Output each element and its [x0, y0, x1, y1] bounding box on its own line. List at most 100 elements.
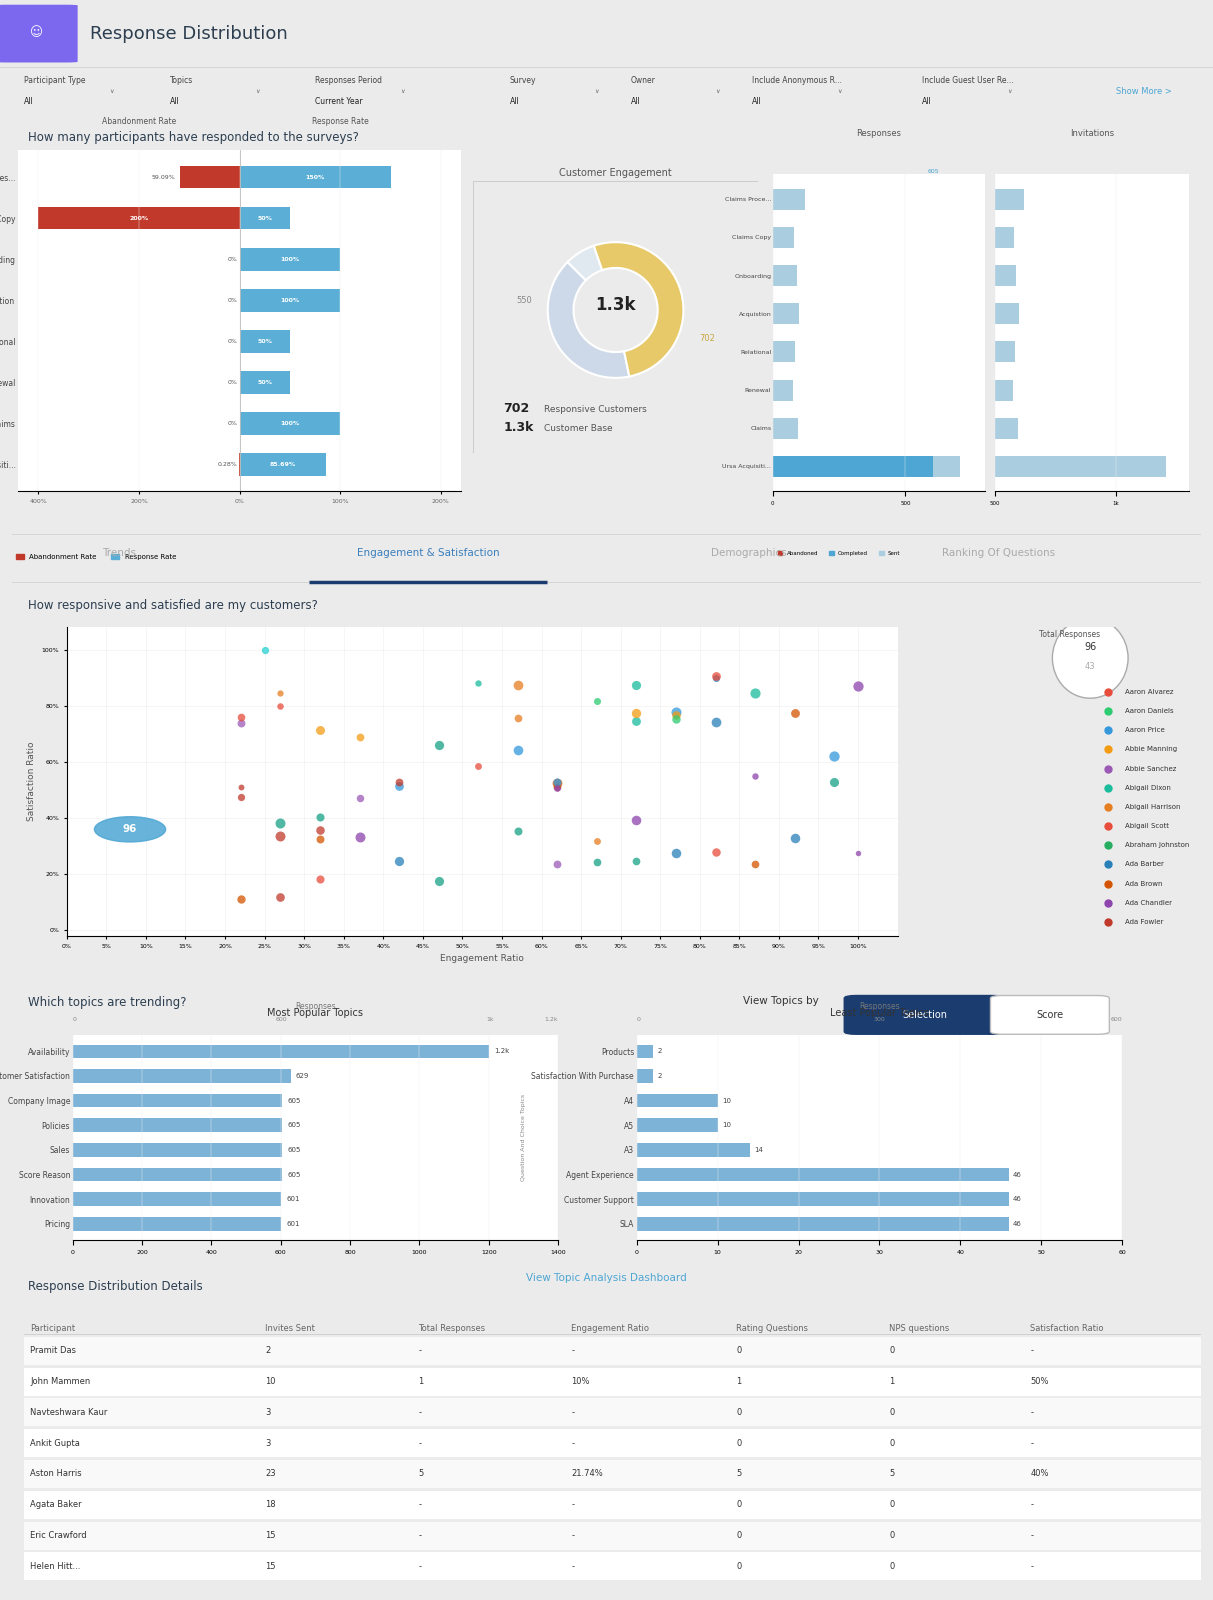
Text: Ada Brown: Ada Brown [1126, 880, 1163, 886]
Text: 605: 605 [287, 1171, 301, 1178]
FancyBboxPatch shape [24, 1491, 1201, 1518]
Bar [995, 456, 1166, 477]
Text: Aston Harris: Aston Harris [30, 1469, 81, 1478]
Bar [73, 1045, 489, 1058]
Text: Ada Barber: Ada Barber [1126, 861, 1164, 867]
Text: Pramit Das: Pramit Das [30, 1346, 76, 1355]
Text: -: - [418, 1501, 421, 1509]
Text: 46: 46 [1013, 1221, 1021, 1227]
FancyBboxPatch shape [24, 1429, 1201, 1458]
Text: 96: 96 [1084, 642, 1097, 653]
Text: John Mammen: John Mammen [30, 1378, 91, 1386]
Text: 1.3k: 1.3k [503, 421, 534, 434]
Text: -: - [1030, 1438, 1033, 1448]
Text: Trends: Trends [102, 549, 136, 558]
Bar [995, 304, 1019, 325]
Text: 15: 15 [266, 1531, 277, 1541]
Text: 150%: 150% [306, 174, 325, 179]
Wedge shape [593, 242, 683, 376]
Text: 702: 702 [699, 333, 716, 342]
Text: -: - [571, 1438, 575, 1448]
Text: 96: 96 [123, 824, 137, 834]
Text: Abandonment Rate: Abandonment Rate [102, 117, 176, 126]
FancyBboxPatch shape [24, 1368, 1201, 1395]
Text: 10%: 10% [571, 1378, 590, 1386]
Text: Navteshwara Kaur: Navteshwara Kaur [30, 1408, 108, 1418]
Point [587, 827, 606, 853]
Text: 10: 10 [722, 1122, 730, 1128]
Text: 600: 600 [1110, 1018, 1122, 1022]
Text: 2: 2 [266, 1346, 270, 1355]
Text: 0%: 0% [228, 339, 238, 344]
Point [825, 742, 844, 768]
Point [232, 710, 251, 736]
Text: Survey: Survey [509, 77, 536, 85]
Text: 0: 0 [736, 1438, 741, 1448]
Text: Selection: Selection [902, 1010, 947, 1019]
Text: 0: 0 [889, 1531, 894, 1541]
Text: Aaron Price: Aaron Price [1126, 728, 1164, 733]
Point [311, 866, 330, 891]
Title: Most Popular Topics: Most Popular Topics [267, 1008, 364, 1018]
Text: 605: 605 [287, 1122, 301, 1128]
Text: ∨: ∨ [837, 88, 842, 94]
Text: 50%: 50% [257, 216, 272, 221]
Text: 629: 629 [296, 1074, 309, 1078]
Bar [637, 1069, 653, 1083]
Point [547, 774, 566, 800]
Text: Ada Fowler: Ada Fowler [1126, 918, 1163, 925]
Text: 0%: 0% [228, 298, 238, 302]
Text: All: All [752, 98, 762, 106]
Text: 1.2k: 1.2k [545, 1018, 558, 1022]
Text: NPS questions: NPS questions [889, 1325, 950, 1333]
Bar [995, 341, 1015, 362]
Bar [637, 1218, 1009, 1230]
Bar [995, 189, 1024, 210]
Text: 200%: 200% [130, 216, 148, 221]
Text: 0: 0 [889, 1438, 894, 1448]
Text: 46: 46 [1013, 1171, 1021, 1178]
Text: 0: 0 [889, 1346, 894, 1355]
Text: -: - [571, 1408, 575, 1418]
Point [508, 819, 528, 845]
Text: 100%: 100% [280, 421, 300, 426]
Text: 10: 10 [722, 1098, 730, 1104]
Text: Responses: Responses [295, 1002, 336, 1011]
Legend: Abandoned, Completed, Sent: Abandoned, Completed, Sent [775, 549, 902, 558]
Text: Eric Crawford: Eric Crawford [30, 1531, 87, 1541]
Point [706, 709, 725, 734]
Text: 2: 2 [657, 1048, 661, 1054]
Text: 0: 0 [736, 1408, 741, 1418]
Text: ∨: ∨ [400, 88, 405, 94]
Point [270, 883, 290, 909]
Text: Current Year: Current Year [315, 98, 363, 106]
Text: 0: 0 [889, 1408, 894, 1418]
Bar [637, 1192, 1009, 1206]
Text: 0: 0 [736, 1562, 741, 1571]
Point [547, 770, 566, 795]
Bar [73, 1094, 283, 1107]
Point [232, 886, 251, 912]
Bar [637, 1094, 718, 1107]
Text: -: - [418, 1346, 421, 1355]
Text: -: - [1030, 1562, 1033, 1571]
Text: Agata Baker: Agata Baker [30, 1501, 81, 1509]
Text: Response Distribution Details: Response Distribution Details [28, 1280, 203, 1293]
Point [389, 773, 409, 798]
Point [508, 738, 528, 763]
Bar [73, 1218, 281, 1230]
FancyBboxPatch shape [0, 5, 78, 62]
Text: Ada Chandler: Ada Chandler [1126, 899, 1172, 906]
Point [508, 706, 528, 731]
Text: Total Responses: Total Responses [418, 1325, 485, 1333]
Point [468, 754, 488, 779]
Point [666, 699, 685, 725]
Text: ∨: ∨ [716, 88, 721, 94]
Text: 1.3k: 1.3k [596, 296, 636, 314]
Point [311, 826, 330, 851]
Text: 1: 1 [736, 1378, 741, 1386]
Text: 50%: 50% [257, 379, 272, 386]
Text: Abigail Dixon: Abigail Dixon [1126, 784, 1171, 790]
Text: 0: 0 [736, 1346, 741, 1355]
Point [848, 840, 867, 866]
